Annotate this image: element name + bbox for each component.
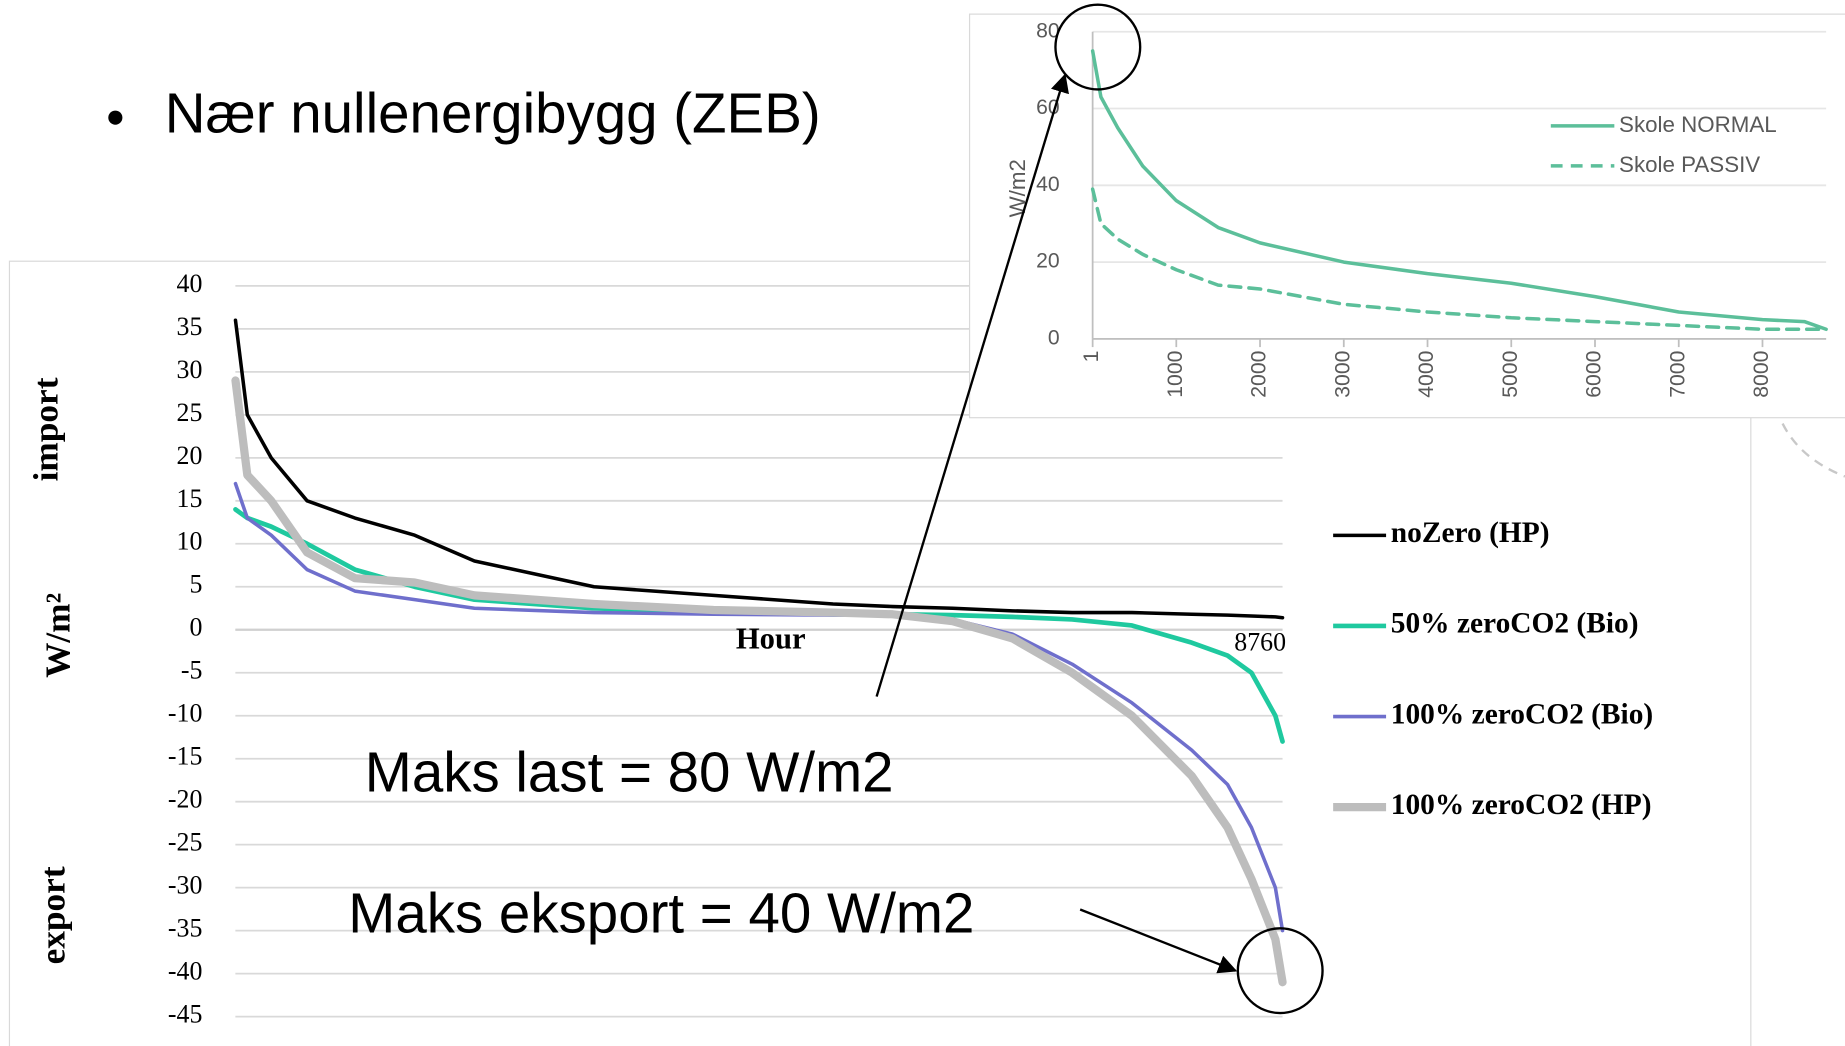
y-tick-label: -20	[168, 785, 203, 814]
y-tick-label: 25	[177, 398, 203, 427]
y-tick-label: -45	[168, 1000, 203, 1029]
x-tick-label: 1	[1080, 351, 1103, 363]
x-tick-label: 6000	[1583, 351, 1606, 398]
series-line	[233, 318, 1285, 620]
y-tick-label: 10	[177, 527, 203, 556]
x-tick-label: 3000	[1331, 351, 1354, 398]
y-tick-label: -25	[168, 828, 203, 857]
legend-label: 50% zeroCO2 (Bio)	[1391, 608, 1639, 640]
inset-chart-frame	[968, 13, 1845, 419]
y-axis-title: W/m²	[38, 593, 77, 678]
y-axis-title-import: import	[27, 377, 66, 481]
highlight-circle	[1236, 927, 1324, 1015]
y-tick-label: 30	[177, 355, 203, 384]
y-tick-label: 40	[1036, 173, 1060, 196]
y-tick-label: -15	[168, 742, 203, 771]
x-tick-label: 2000	[1248, 351, 1271, 398]
highlight-circle	[1054, 3, 1142, 91]
series-line	[1090, 187, 1828, 332]
legend-label: Skole PASSIV	[1619, 152, 1760, 177]
x-tick-label: 4000	[1415, 351, 1438, 398]
legend-label: 100% zeroCO2 (Bio)	[1391, 698, 1653, 730]
x-axis-title: Hour	[736, 621, 806, 655]
x-tick-label: 5000	[1499, 351, 1522, 398]
y-tick-label: 5	[189, 570, 202, 599]
x-tick-label: 8000	[1750, 351, 1773, 398]
y-tick-label: -30	[168, 871, 203, 900]
bullet-text: Nær nullenergibygg (ZEB)	[165, 82, 821, 145]
y-tick-label: -40	[168, 957, 203, 986]
y-tick-label: 40	[177, 269, 203, 298]
y-axis-title: W/m2	[1005, 159, 1030, 217]
bullet-dot	[108, 110, 123, 125]
series-line	[231, 376, 1287, 987]
y-tick-label: 80	[1036, 19, 1060, 42]
x-tick-label: 1000	[1164, 351, 1187, 398]
x-tick-label: 7000	[1666, 351, 1689, 398]
background-curve	[1781, 423, 1845, 478]
main-chart: -45-40-35-30-25-20-15-10-505101520253035…	[27, 269, 1654, 1029]
x-tick-label: 8760	[1234, 628, 1286, 657]
y-tick-label: -35	[168, 914, 203, 943]
legend-label: Skole NORMAL	[1619, 112, 1777, 137]
arrow	[875, 73, 1069, 697]
y-tick-label: 0	[189, 613, 202, 642]
y-tick-label: 0	[1048, 326, 1060, 349]
y-tick-label: 35	[177, 312, 203, 341]
annotation: Maks last = 80 W/m2	[365, 740, 894, 803]
legend-label: noZero (HP)	[1391, 517, 1550, 549]
y-tick-label: 15	[177, 484, 203, 513]
arrow	[1079, 908, 1238, 974]
y-tick-label: 20	[177, 441, 203, 470]
y-tick-label: -10	[168, 699, 203, 728]
annotation: Maks eksport = 40 W/m2	[348, 882, 974, 945]
series-line	[1090, 49, 1828, 332]
y-tick-label: 20	[1036, 250, 1060, 273]
y-axis-title-export: export	[34, 866, 73, 964]
y-tick-label: -5	[181, 656, 203, 685]
legend-label: 100% zeroCO2 (HP)	[1391, 789, 1652, 821]
